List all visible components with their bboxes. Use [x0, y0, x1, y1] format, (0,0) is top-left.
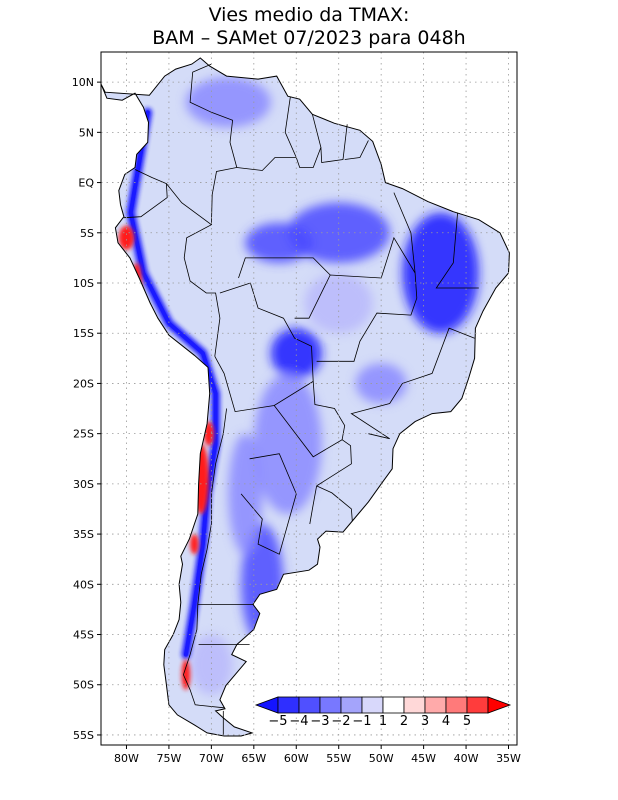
- latitude-tick-label: EQ: [78, 177, 94, 190]
- andes-cold-band-core: [128, 110, 218, 657]
- colorbar-segment: [319, 696, 342, 714]
- latitude-tick-label: 55S: [73, 729, 94, 742]
- latitude-tick-label: 10S: [73, 277, 94, 290]
- colorbar-segment: [424, 696, 447, 714]
- colorbar-label: 2: [400, 714, 408, 729]
- country-border: [214, 282, 314, 413]
- colorbar-label: 4: [442, 714, 450, 729]
- longitude-tick-label: 55W: [326, 752, 351, 765]
- colorbar-label: −2: [331, 714, 350, 729]
- colorbar-segment: [340, 696, 363, 714]
- latitude-tick-label: 20S: [73, 377, 94, 390]
- latitude-tick-label: 45S: [73, 629, 94, 642]
- country-border: [350, 327, 475, 440]
- latitude-tick-label: 15S: [73, 327, 94, 340]
- map-title-line1: Vies medio da TMAX:: [209, 4, 410, 26]
- country-border: [309, 485, 317, 525]
- colorbar-label: −1: [352, 714, 371, 729]
- warm-bias-spot: [118, 225, 135, 250]
- warm-bias-spot: [190, 534, 199, 555]
- bias-region: [185, 77, 271, 128]
- longitude-tick-label: 60W: [284, 752, 309, 765]
- country-border: [240, 453, 297, 555]
- graticule: [101, 52, 517, 745]
- colorbar-segment: [361, 696, 384, 714]
- colorbar-label: −4: [289, 714, 308, 729]
- country-border: [316, 439, 352, 487]
- country-border: [294, 236, 416, 319]
- coastline: [101, 57, 510, 737]
- country-borders: [123, 63, 479, 735]
- longitude-tick-label: 75W: [156, 752, 181, 765]
- country-border: [182, 408, 227, 709]
- latitude-tick-label: 30S: [73, 478, 94, 491]
- country-border: [316, 485, 353, 522]
- country-border: [123, 169, 168, 219]
- warm-bias-spot: [181, 659, 191, 690]
- longitude-tick-label: 70W: [199, 752, 224, 765]
- country-border: [166, 183, 221, 357]
- latitude-tick-label: 10N: [72, 76, 94, 89]
- colorbar-label: 5: [463, 714, 471, 729]
- longitude-tick-label: 50W: [369, 752, 394, 765]
- colorbar-segment: [382, 696, 405, 714]
- latitude-tick-label: 40S: [73, 578, 94, 591]
- country-border: [238, 257, 331, 279]
- country-border: [189, 63, 238, 225]
- latitude-tick-label: 25S: [73, 428, 94, 441]
- country-border: [435, 212, 479, 289]
- country-border: [316, 192, 418, 362]
- bias-region: [228, 433, 263, 555]
- longitude-tick-label: 45W: [411, 752, 436, 765]
- bias-region: [402, 212, 479, 334]
- colorbar-high-arrow: [487, 696, 512, 714]
- longitude-axis: 80W 75W 70W 65W 60W 55W 50W 45W 40W 35W: [114, 745, 521, 765]
- longitude-tick-label: 65W: [241, 752, 266, 765]
- colorbar-segment: [403, 696, 426, 714]
- latitude-tick-label: 5N: [79, 126, 94, 139]
- bias-region: [253, 373, 322, 514]
- colorbar-legend: −5 −4 −3 −2 −1 1 2 3 4 5: [254, 696, 512, 729]
- colorbar-label: −3: [310, 714, 329, 729]
- country-border: [273, 381, 346, 458]
- country-border: [344, 140, 369, 160]
- colorbar-segment: [445, 696, 468, 714]
- country-border: [236, 157, 297, 171]
- colorbar-label: −5: [268, 714, 287, 729]
- latitude-tick-label: 35S: [73, 528, 94, 541]
- bias-region: [190, 634, 233, 695]
- longitude-tick-label: 80W: [114, 752, 139, 765]
- map-title-line2: BAM – SAMet 07/2023 para 048h: [152, 27, 465, 49]
- longitude-tick-label: 40W: [454, 752, 479, 765]
- colorbar-label: 3: [421, 714, 429, 729]
- bias-region: [245, 222, 314, 263]
- latitude-tick-label: 50S: [73, 679, 94, 692]
- map-frame-border: [100, 51, 518, 746]
- colorbar-label: 1: [379, 714, 387, 729]
- colorbar-segment: [277, 696, 300, 714]
- longitude-tick-label: 35W: [496, 752, 521, 765]
- latitude-tick-label: 5S: [80, 227, 94, 240]
- country-border: [320, 124, 348, 163]
- colorbar-segment: [466, 696, 489, 714]
- latitude-axis: 10N 5N EQ 5S 10S 15S 20S 25S 30S 35S 40S 45S 50S 55S: [72, 76, 101, 742]
- bias-region: [270, 328, 322, 379]
- colorbar-segment: [298, 696, 321, 714]
- bias-region: [304, 272, 373, 334]
